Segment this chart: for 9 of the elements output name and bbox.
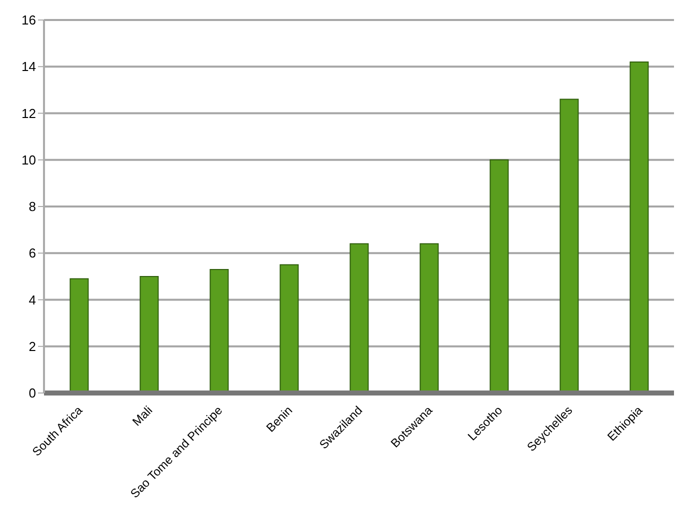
y-tick-label: 14 [22, 59, 36, 74]
y-tick-label: 12 [22, 106, 36, 121]
y-tick-label: 0 [28, 386, 36, 401]
y-tick-label: 6 [28, 246, 36, 261]
y-tick-label: 16 [22, 12, 36, 28]
y-tick-label: 8 [28, 199, 36, 214]
y-tick-label: 4 [28, 292, 36, 308]
y-tick-label: 2 [28, 338, 36, 354]
y-tick-label: 10 [22, 152, 36, 168]
